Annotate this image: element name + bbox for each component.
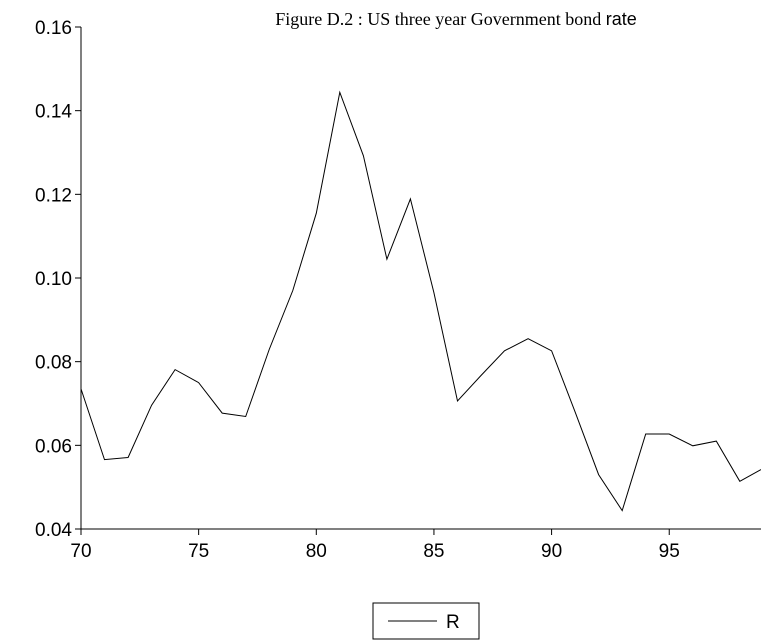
y-tick-label: 0.12	[35, 185, 72, 206]
x-tick-label: 95	[659, 541, 680, 562]
y-tick-label: 0.08	[35, 353, 72, 374]
y-tick-label: 0.06	[35, 436, 72, 457]
series-layer	[80, 90, 761, 512]
chart-title: Figure D.2 : US three year Government bo…	[275, 9, 636, 29]
x-tick-label: 75	[188, 541, 209, 562]
legend: R	[372, 602, 480, 640]
x-axis: 70 75 80 85 90 95	[70, 528, 761, 562]
y-tick-label: 0.10	[35, 269, 72, 290]
y-tick-label: 0.04	[35, 520, 72, 541]
chart-title-tail: rate	[606, 9, 637, 29]
x-tick-label: 85	[423, 541, 444, 562]
x-tick-label: 80	[306, 541, 327, 562]
y-tick-label: 0.16	[35, 18, 72, 39]
x-tick-label: 70	[70, 541, 91, 562]
series-line-r	[80, 90, 761, 512]
x-tick-label: 90	[541, 541, 562, 562]
y-tick-label: 0.14	[35, 102, 72, 123]
y-axis: 0.04 0.06 0.08 0.10 0.12 0.14 0.16	[35, 18, 82, 541]
chart-title-main: Figure D.2 : US three year Government bo…	[275, 9, 601, 29]
legend-label-r: R	[446, 612, 460, 633]
